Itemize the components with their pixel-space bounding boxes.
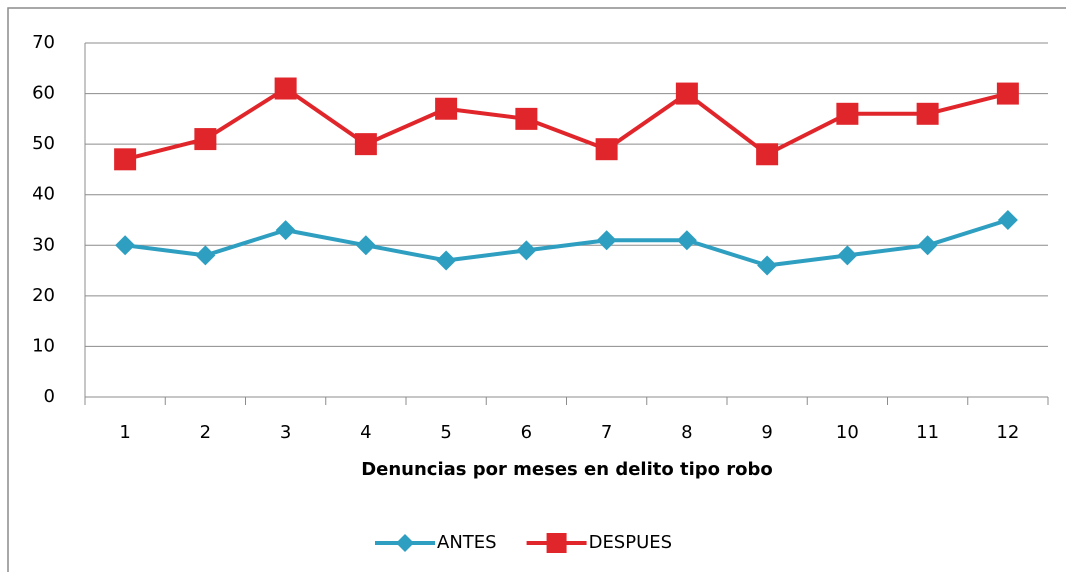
x-tick-label: 4 — [360, 422, 371, 443]
point — [595, 138, 618, 161]
point — [515, 107, 538, 130]
point — [275, 220, 296, 241]
x-axis-label: Denuncias por meses en delito tipo robo — [361, 459, 773, 480]
x-tick-label: 10 — [836, 422, 859, 443]
point — [435, 97, 458, 120]
series-line — [124, 218, 1009, 268]
x-tick-label: 11 — [916, 422, 939, 443]
x-tick-label: 6 — [521, 422, 532, 443]
x-tick-label: 12 — [996, 422, 1019, 443]
point — [516, 240, 537, 261]
x-tick-label: 5 — [440, 422, 451, 443]
x-tick-label: 8 — [681, 422, 692, 443]
point — [596, 230, 617, 251]
point — [836, 102, 859, 125]
point — [996, 82, 1019, 105]
legend-marker — [396, 534, 414, 552]
y-tick-label: 0 — [44, 386, 55, 407]
point — [354, 133, 377, 156]
y-tick-label: 20 — [32, 285, 55, 306]
point — [675, 82, 698, 105]
point — [115, 235, 136, 256]
point — [997, 210, 1018, 230]
legend-marker — [546, 533, 567, 553]
point — [194, 128, 217, 151]
point — [837, 245, 858, 266]
point — [355, 235, 376, 256]
point — [195, 245, 216, 266]
chart-border — [7, 7, 1066, 572]
x-tick-label: 3 — [280, 422, 291, 443]
x-tick-label: 7 — [601, 422, 612, 443]
point — [916, 102, 939, 125]
legend-label: ANTES — [437, 532, 497, 553]
y-tick-label: 60 — [32, 83, 55, 104]
y-tick-label: 70 — [32, 32, 55, 53]
point — [756, 143, 779, 166]
x-tick-label: 1 — [119, 422, 130, 443]
x-tick-label: 9 — [761, 422, 772, 443]
point — [757, 255, 778, 276]
point — [274, 77, 297, 100]
point — [917, 235, 938, 256]
legend-label: DESPUES — [589, 532, 673, 553]
point — [436, 250, 457, 271]
y-tick-label: 30 — [32, 234, 55, 255]
y-tick-label: 40 — [32, 184, 55, 205]
point — [676, 230, 697, 251]
x-tick-label: 2 — [200, 422, 211, 443]
point — [114, 148, 137, 171]
y-tick-label: 50 — [32, 133, 55, 154]
y-tick-label: 10 — [32, 335, 55, 356]
series-line — [124, 86, 1009, 162]
